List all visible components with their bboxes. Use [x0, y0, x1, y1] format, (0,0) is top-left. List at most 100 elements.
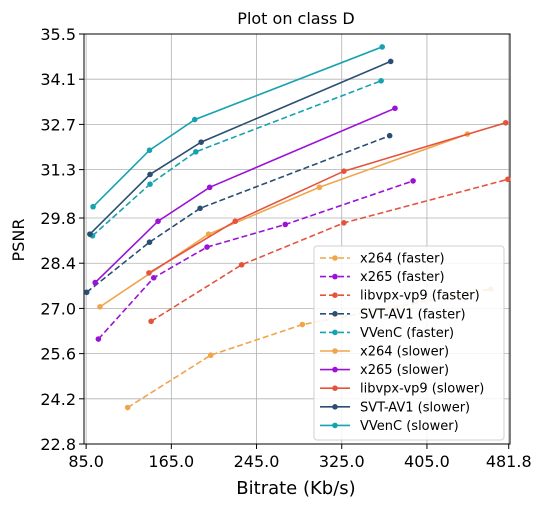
legend-label: x264 (slower): [360, 345, 449, 360]
series-svt-av1-slower: [87, 58, 394, 237]
legend-label: x265 (slower): [360, 363, 449, 378]
data-point: [387, 58, 394, 65]
data-point: [146, 270, 152, 276]
x-tick-label: 85.0: [68, 452, 104, 471]
x-axis-label: Bitrate (Kb/s): [236, 478, 355, 499]
legend-swatch-marker: [332, 292, 338, 299]
data-point: [204, 244, 210, 250]
series-libvpx-vp9-slower: [146, 119, 509, 276]
x-tick-label: 165.0: [148, 452, 194, 471]
series-line: [150, 178, 509, 322]
data-point: [386, 132, 393, 139]
legend-box: [313, 245, 505, 441]
data-point: [505, 176, 511, 183]
series-line: [148, 122, 506, 274]
series-vvenc-slower: [90, 44, 386, 210]
legend-item: SVT-AV1 (slower): [320, 400, 470, 415]
legend-label: VVenC (slower): [360, 419, 459, 434]
legend-item: VVenC (faster): [320, 326, 454, 341]
data-point: [299, 321, 306, 328]
data-point: [87, 231, 93, 237]
legend-item: VVenC (slower): [320, 419, 459, 434]
legend-swatch-marker: [332, 348, 338, 354]
data-point: [232, 218, 239, 225]
legend-label: libvpx-vp9 (slower): [360, 382, 484, 397]
series-line: [86, 134, 390, 293]
data-point: [147, 181, 153, 187]
data-point: [191, 116, 198, 123]
legend-swatch-marker: [332, 385, 338, 392]
legend-item: libvpx-vp9 (slower): [320, 382, 484, 397]
legend-swatch-marker: [332, 329, 338, 336]
data-point: [193, 149, 199, 155]
y-tick-label: 24.2: [40, 390, 76, 409]
legend-swatch-marker: [332, 255, 338, 261]
data-point: [378, 78, 384, 84]
data-point: [392, 105, 398, 112]
legend-swatch-marker: [332, 366, 338, 373]
y-axis-label: PSNR: [9, 219, 28, 262]
series-svt-av1-faster: [83, 132, 393, 296]
data-point: [379, 44, 386, 50]
x-tick-label: 481.8: [486, 452, 532, 471]
data-point: [92, 279, 98, 286]
x-tick-label: 325.0: [319, 452, 365, 471]
legend-item: x265 (slower): [320, 363, 449, 378]
data-point: [148, 318, 154, 325]
data-point: [502, 119, 509, 126]
data-point: [197, 205, 203, 212]
legend-label: libvpx-vp9 (faster): [360, 289, 480, 304]
data-point: [316, 184, 323, 191]
data-point: [150, 274, 157, 281]
data-point: [146, 147, 153, 154]
legend-label: x264 (faster): [360, 252, 445, 267]
legend-swatch-marker: [332, 422, 338, 429]
legend-item: x264 (faster): [320, 252, 445, 267]
x-tick-label: 245.0: [234, 452, 280, 471]
y-tick-label: 25.6: [40, 345, 76, 364]
series-libvpx-vp9-faster: [148, 176, 511, 325]
chart-title: Plot on class D: [237, 9, 354, 28]
legend-label: VVenC (faster): [360, 326, 454, 341]
series-line: [91, 80, 382, 237]
x-tick-label: 405.0: [404, 452, 450, 471]
y-tick-label: 31.3: [40, 161, 76, 180]
data-point: [97, 303, 103, 310]
data-point: [83, 289, 90, 296]
y-tick-label: 29.8: [40, 209, 76, 228]
legend-swatch-marker: [332, 273, 338, 280]
legend-item: x264 (slower): [320, 345, 449, 360]
series-group: [83, 44, 511, 411]
data-point: [147, 171, 153, 178]
legend-swatch-marker: [332, 404, 338, 410]
y-tick-label: 35.5: [40, 25, 76, 44]
series-line: [94, 107, 396, 284]
y-tick-label: 32.7: [40, 115, 76, 134]
legend-item: libvpx-vp9 (faster): [320, 289, 480, 304]
legend-label: x265 (faster): [360, 270, 445, 285]
legend-label: SVT-AV1 (slower): [360, 400, 470, 415]
data-point: [146, 239, 153, 246]
data-point: [124, 404, 131, 411]
data-point: [341, 168, 347, 175]
data-point: [206, 184, 213, 191]
legend: x264 (faster) x265 (faster) libvpx-vp9 (fa…: [313, 245, 505, 441]
y-tick-label: 27.0: [40, 299, 76, 318]
plot-frame: [83, 33, 511, 445]
data-point: [238, 262, 245, 268]
legend-swatch-marker: [332, 311, 338, 317]
series-line: [89, 60, 392, 235]
legend-item: x265 (faster): [320, 270, 445, 285]
y-tick-label: 28.4: [40, 254, 76, 273]
data-point: [410, 178, 416, 184]
data-point: [95, 336, 102, 342]
series-x265-slower: [92, 105, 398, 286]
series-line: [92, 46, 383, 208]
y-tick-label: 22.8: [40, 435, 76, 454]
series-x265-faster: [95, 178, 416, 342]
axes: 85.0 165.0 245.0 325.0 405.0 481.8 22.8 24.2 25.…: [40, 25, 531, 471]
y-tick-label: 34.1: [40, 70, 76, 89]
series-vvenc-faster: [89, 78, 384, 239]
